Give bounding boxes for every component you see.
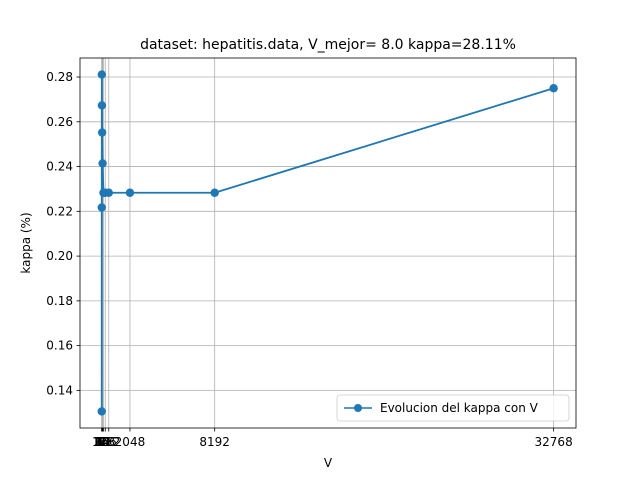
x-tick-label: 512 (97, 435, 120, 449)
x-tick-label: 2048 (115, 435, 146, 449)
series-layer (97, 70, 558, 416)
y-tick-label: 0.26 (46, 115, 73, 129)
y-axis: 0.14 0.16 0.18 0.20 0.22 0.24 0.26 0.28 (46, 70, 80, 397)
data-point (104, 188, 113, 197)
data-point (549, 84, 558, 93)
y-tick-label: 0.20 (46, 249, 73, 263)
data-point (97, 70, 107, 79)
x-tick-label: 8192 (199, 435, 230, 449)
y-axis-label: kappa (%) (19, 212, 33, 273)
x-axis-label: V (324, 456, 333, 470)
data-point (97, 407, 106, 416)
y-tick-label: 0.24 (46, 160, 73, 174)
y-tick-label: 0.16 (46, 339, 73, 353)
legend-box (336, 394, 570, 422)
x-tick-label: 2 (98, 435, 106, 449)
plot-background (80, 58, 576, 428)
data-point (97, 128, 107, 137)
series-line (100, 73, 554, 412)
legend-label: Evolucion del kappa con V (380, 401, 539, 415)
x-tick-label: 32768 (535, 435, 573, 449)
x-tick-label: 16 (94, 435, 109, 449)
x-tick-label: 32 (95, 435, 110, 449)
y-tick-label: 0.22 (46, 204, 73, 218)
x-tick-label: 4 (98, 435, 106, 449)
y-tick-label: 0.18 (46, 294, 73, 308)
y-tick-label: 0.14 (46, 383, 73, 397)
x-tick-label: 128 (92, 435, 115, 449)
data-point (97, 101, 107, 110)
plot-frame (79, 57, 577, 429)
data-point (98, 159, 107, 168)
data-point (125, 188, 135, 197)
legend-marker (354, 404, 362, 412)
data-point (97, 203, 106, 212)
chart-title: dataset: hepatitis.data, V_mejor= 8.0 ka… (140, 37, 516, 53)
legend: Evolucion del kappa con V (336, 394, 570, 422)
x-tick-label: 64 (95, 435, 110, 449)
x-tick-label: 8 (98, 435, 106, 449)
x-tick-label: 256 (94, 435, 117, 449)
y-tick-label: 0.28 (46, 70, 73, 84)
data-point (210, 188, 219, 197)
